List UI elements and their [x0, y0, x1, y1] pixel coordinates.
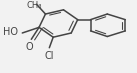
Text: Cl: Cl	[45, 51, 54, 61]
Text: HO: HO	[3, 27, 18, 37]
Text: CH₃: CH₃	[26, 1, 42, 10]
Text: O: O	[26, 42, 33, 52]
